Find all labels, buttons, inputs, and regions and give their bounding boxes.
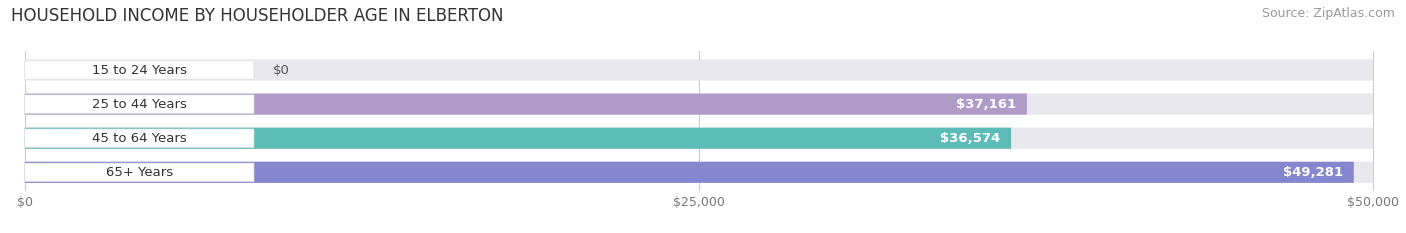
FancyBboxPatch shape xyxy=(25,128,1011,149)
FancyBboxPatch shape xyxy=(25,163,254,182)
FancyBboxPatch shape xyxy=(25,128,1374,149)
FancyBboxPatch shape xyxy=(25,59,1374,81)
Text: $49,281: $49,281 xyxy=(1282,166,1343,179)
Text: $37,161: $37,161 xyxy=(956,98,1017,111)
FancyBboxPatch shape xyxy=(25,93,1026,115)
Text: 15 to 24 Years: 15 to 24 Years xyxy=(91,64,187,76)
Text: 65+ Years: 65+ Years xyxy=(105,166,173,179)
Text: Source: ZipAtlas.com: Source: ZipAtlas.com xyxy=(1261,7,1395,20)
FancyBboxPatch shape xyxy=(25,93,1374,115)
Text: 25 to 44 Years: 25 to 44 Years xyxy=(91,98,187,111)
Text: HOUSEHOLD INCOME BY HOUSEHOLDER AGE IN ELBERTON: HOUSEHOLD INCOME BY HOUSEHOLDER AGE IN E… xyxy=(11,7,503,25)
FancyBboxPatch shape xyxy=(25,129,254,147)
Text: $0: $0 xyxy=(273,64,290,76)
FancyBboxPatch shape xyxy=(25,162,1374,183)
FancyBboxPatch shape xyxy=(25,95,254,113)
FancyBboxPatch shape xyxy=(25,61,254,79)
Text: $36,574: $36,574 xyxy=(941,132,1000,145)
Text: 45 to 64 Years: 45 to 64 Years xyxy=(91,132,187,145)
FancyBboxPatch shape xyxy=(25,162,1354,183)
